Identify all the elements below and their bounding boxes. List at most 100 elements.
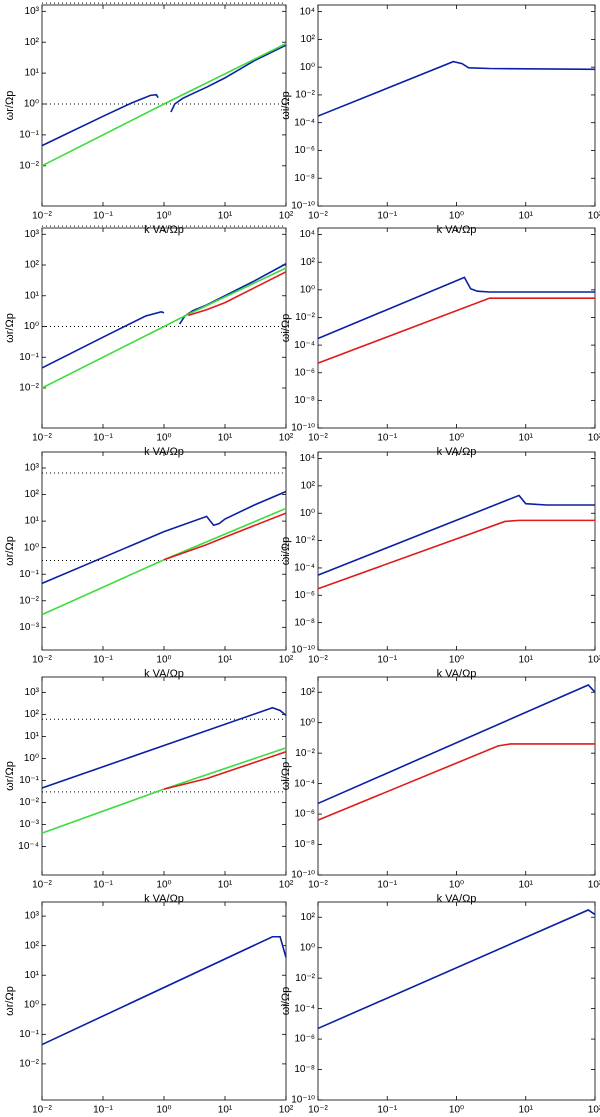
x-tick-label: 10⁻¹ [377,211,397,222]
y-axis-label: ωr/Ωp [4,313,16,343]
x-tick-label: 10⁰ [156,880,171,891]
x-tick-label: 10⁻¹ [377,433,397,444]
y-tick-label: 10⁻¹⁰ [291,201,315,212]
y-tick-label: 10⁻⁸ [294,839,315,850]
y-tick-label: 10⁻³ [19,819,39,830]
x-tick-label: 10⁻² [32,433,52,444]
y-tick-label: 10⁻⁶ [294,1034,315,1045]
x-tick-label: 10² [279,1105,294,1116]
y-tick-label: 10² [301,257,316,268]
y-axis-label: ωi/Ωp [280,91,292,119]
x-tick-label: 10⁻² [308,655,328,666]
x-tick-label: 10⁰ [156,655,171,666]
x-tick-label: 10⁰ [156,1105,171,1116]
y-tick-label: 10⁻² [295,312,315,323]
y-tick-label: 10¹ [25,516,40,527]
plot-frame [317,676,596,876]
y-tick-label: 10⁻⁴ [294,340,315,351]
x-tick-label: 10² [279,880,294,891]
plot-frame [317,4,596,207]
y-tick-label: 10⁰ [24,542,39,553]
x-tick-label: 10⁰ [156,433,171,444]
y-tick-label: 10⁻⁶ [294,809,315,820]
x-tick-label: 10² [588,880,600,891]
y-tick-label: 10⁻¹⁰ [291,870,315,881]
x-tick-label: 10⁻² [32,655,52,666]
y-tick-label: 10⁻⁸ [294,1064,315,1075]
x-tick-label: 10¹ [218,1105,233,1116]
y-axis-label: ωi/Ωp [280,537,292,565]
y-tick-label: 10⁻¹⁰ [291,1095,315,1106]
data-line [41,490,287,585]
data-line [41,507,287,616]
y-tick-label: 10⁻² [295,748,315,759]
y-tick-label: 10¹ [25,68,40,79]
y-tick-label: 10⁻¹ [19,130,39,141]
data-line [317,60,596,117]
plot-frame [41,4,287,207]
data-line [41,93,159,147]
y-tick-label: 10⁰ [300,942,315,953]
y-tick-label: 10⁻² [19,383,39,394]
x-tick-label: 10² [588,433,600,444]
x-tick-label: 10⁻¹ [93,433,113,444]
x-tick-label: 10¹ [218,433,233,444]
y-tick-label: 10⁻⁶ [294,367,315,378]
plot-frame [317,901,596,1101]
x-tick-label: 10⁰ [449,211,464,222]
y-tick-label: 10⁻⁸ [294,617,315,628]
y-tick-label: 10⁻¹ [19,569,39,580]
x-tick-label: 10⁻² [308,211,328,222]
data-line [317,494,595,576]
x-tick-label: 10⁻² [32,880,52,891]
y-tick-label: 10² [25,260,40,271]
x-tick-label: 10⁻² [308,880,328,891]
y-tick-label: 10⁻² [295,90,315,101]
y-tick-label: 10⁻² [19,595,39,606]
x-tick-label: 10⁻¹ [93,880,113,891]
data-line [317,519,595,590]
data-line [317,276,595,340]
data-line [41,935,287,1046]
y-tick-label: 10⁻² [295,973,315,984]
y-tick-label: 10¹ [25,731,40,742]
y-tick-label: 10⁻¹⁰ [291,423,315,434]
plot-frame [317,451,596,651]
x-tick-label: 10⁻¹ [93,1105,113,1116]
y-tick-label: 10² [25,489,40,500]
y-tick-label: 10¹ [25,970,40,981]
x-tick-label: 10⁻² [32,211,52,222]
x-tick-label: 10⁻¹ [377,1105,397,1116]
y-axis-label: ωi/Ωp [280,987,292,1015]
x-tick-label: 10⁰ [449,433,464,444]
y-tick-label: 10⁻⁴ [294,778,315,789]
data-line [41,42,287,167]
x-tick-label: 10¹ [218,211,233,222]
y-tick-label: 10⁰ [24,999,39,1010]
x-tick-label: 10⁰ [449,880,464,891]
y-tick-label: 10⁻³ [19,622,39,633]
y-axis-label: ωi/Ωp [280,314,292,342]
x-tick-label: 10⁰ [449,655,464,666]
x-tick-label: 10² [588,655,600,666]
y-tick-label: 10³ [25,687,40,698]
data-line [41,747,287,834]
y-tick-label: 10⁻² [19,160,39,171]
y-tick-label: 10⁻¹⁰ [291,645,315,656]
x-tick-label: 10⁰ [449,1105,464,1116]
x-tick-label: 10² [279,433,294,444]
x-tick-label: 10⁻¹ [377,655,397,666]
data-line [317,683,596,805]
y-tick-label: 10⁻² [19,797,39,808]
y-axis-label: ωi/Ωp [280,762,292,790]
y-tick-label: 10⁻⁶ [294,590,315,601]
y-tick-label: 10⁻⁶ [294,145,315,156]
x-tick-label: 10¹ [519,880,534,891]
y-tick-label: 10² [301,687,316,698]
y-tick-label: 10² [301,912,316,923]
y-tick-label: 10² [25,37,40,48]
y-tick-label: 10⁰ [300,284,315,295]
x-tick-label: 10⁻² [308,1105,328,1116]
data-line [317,297,595,364]
y-tick-label: 10³ [25,229,40,240]
